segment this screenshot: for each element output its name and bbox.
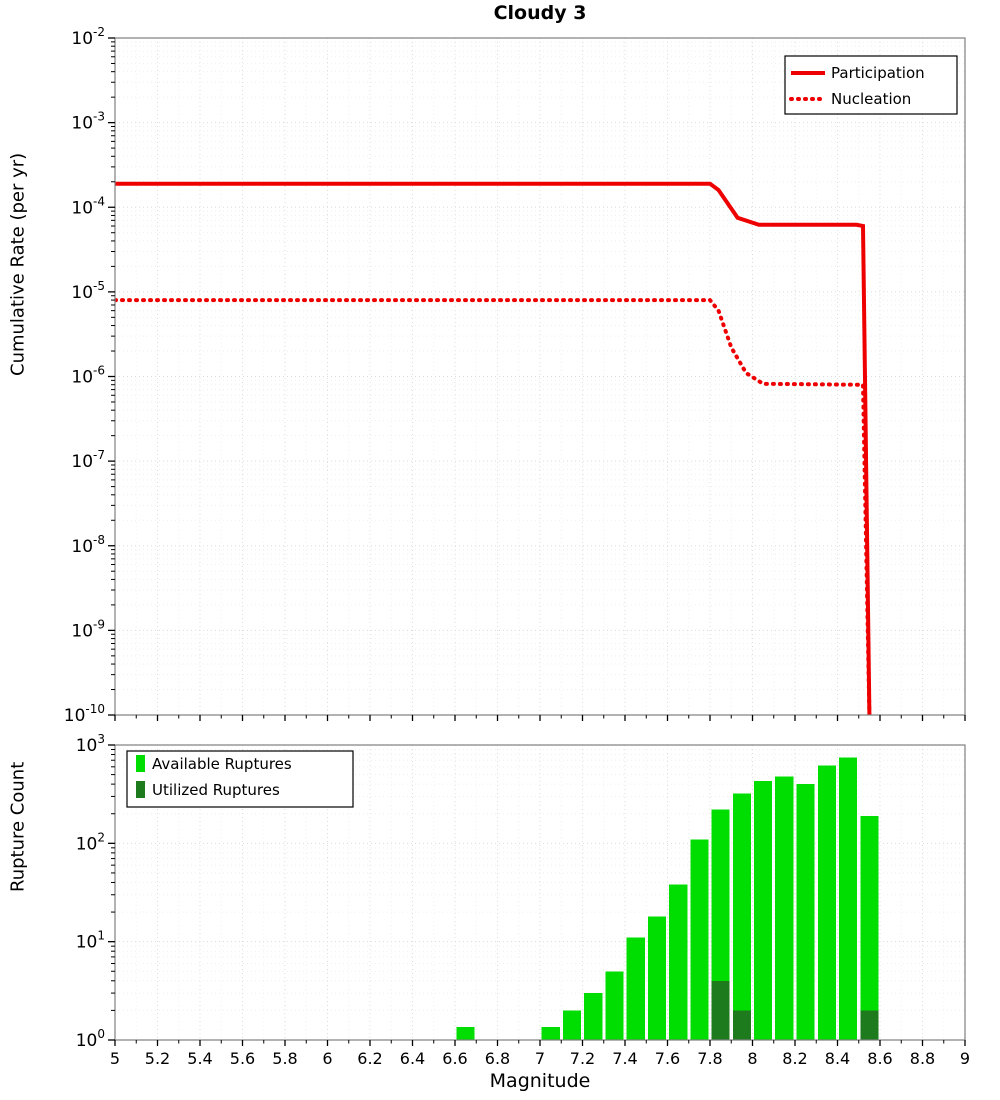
- utilized-bar: [732, 1010, 751, 1040]
- legend-label: Participation: [831, 64, 925, 82]
- x-ticks: [114, 715, 966, 721]
- svg-text:7.4: 7.4: [612, 1049, 637, 1068]
- legend-label: Utilized Ruptures: [152, 781, 280, 799]
- rate-legend: Participation Nucleation: [784, 55, 958, 115]
- svg-text:6: 6: [322, 1049, 332, 1068]
- available-bar: [647, 916, 666, 1040]
- svg-text:10-10: 10-10: [64, 702, 105, 726]
- available-bar: [860, 815, 879, 1040]
- svg-text:10-6: 10-6: [71, 364, 105, 388]
- svg-text:8.4: 8.4: [825, 1049, 850, 1068]
- svg-text:5: 5: [110, 1049, 120, 1068]
- svg-text:10-5: 10-5: [71, 279, 105, 303]
- utilized-bar: [860, 1010, 879, 1040]
- svg-text:9: 9: [960, 1049, 970, 1068]
- utilized-bar: [711, 980, 730, 1040]
- svg-text:6.6: 6.6: [442, 1049, 467, 1068]
- available-bar: [456, 1027, 475, 1040]
- svg-text:8.2: 8.2: [782, 1049, 807, 1068]
- available-bar: [817, 765, 837, 1040]
- available-bar: [626, 937, 645, 1040]
- available-bar: [775, 776, 794, 1040]
- svg-text:5.8: 5.8: [272, 1049, 297, 1068]
- svg-text:102: 102: [76, 830, 105, 854]
- svg-text:10-2: 10-2: [71, 25, 105, 49]
- svg-text:6.2: 6.2: [357, 1049, 382, 1068]
- svg-text:10-7: 10-7: [71, 448, 105, 472]
- available-bar: [541, 1027, 560, 1040]
- available-bar: [690, 839, 709, 1040]
- available-bar: [796, 784, 815, 1040]
- svg-text:7.2: 7.2: [570, 1049, 595, 1068]
- svg-text:5.6: 5.6: [230, 1049, 255, 1068]
- legend-label: Available Ruptures: [152, 755, 292, 773]
- svg-text:8.8: 8.8: [910, 1049, 935, 1068]
- available-bar: [584, 993, 603, 1040]
- participation-line: [115, 181, 872, 715]
- x-ticks: 5 5.2 5.4 5.6 5.8 6 6.2 6.4 6.6 6.8 7 7.2 7.4 7.6 7.8 8…: [110, 1040, 970, 1068]
- count-legend: Available Ruptures Utilized Ruptures: [126, 750, 354, 808]
- svg-text:7.6: 7.6: [655, 1049, 680, 1068]
- svg-text:7: 7: [535, 1049, 545, 1068]
- svg-text:7.8: 7.8: [697, 1049, 722, 1068]
- available-bar: [605, 971, 624, 1040]
- svg-text:103: 103: [76, 732, 105, 756]
- rupture-bars: [456, 757, 879, 1040]
- svg-text:10-9: 10-9: [71, 617, 105, 641]
- available-bar: [669, 884, 688, 1040]
- magnitude-axis-label: Magnitude: [489, 1070, 591, 1092]
- y-ticks: 100 101 102 103: [76, 732, 115, 1051]
- svg-text:8: 8: [747, 1049, 757, 1068]
- svg-text:10-3: 10-3: [71, 110, 105, 134]
- svg-text:100: 100: [76, 1027, 105, 1051]
- rate-panel-grid: [115, 38, 965, 715]
- svg-text:8.6: 8.6: [867, 1049, 892, 1068]
- available-bar: [732, 793, 751, 1040]
- svg-text:5.2: 5.2: [145, 1049, 170, 1068]
- available-bar: [754, 781, 773, 1040]
- y-ticks: 10-2 10-3 10-4 10-5 10-6 10-7 10-8 10-9 10-10: [64, 25, 115, 726]
- svg-text:10-8: 10-8: [71, 533, 105, 557]
- svg-text:5.4: 5.4: [187, 1049, 212, 1068]
- svg-text:10-4: 10-4: [71, 194, 105, 218]
- chart-title: Cloudy 3: [493, 2, 587, 24]
- svg-text:6.8: 6.8: [485, 1049, 510, 1068]
- nucleation-line: [115, 298, 872, 715]
- svg-text:101: 101: [76, 929, 105, 953]
- available-bar: [562, 1010, 581, 1040]
- svg-text:6.4: 6.4: [400, 1049, 425, 1068]
- legend-label: Nucleation: [831, 90, 911, 108]
- available-bar: [839, 757, 858, 1040]
